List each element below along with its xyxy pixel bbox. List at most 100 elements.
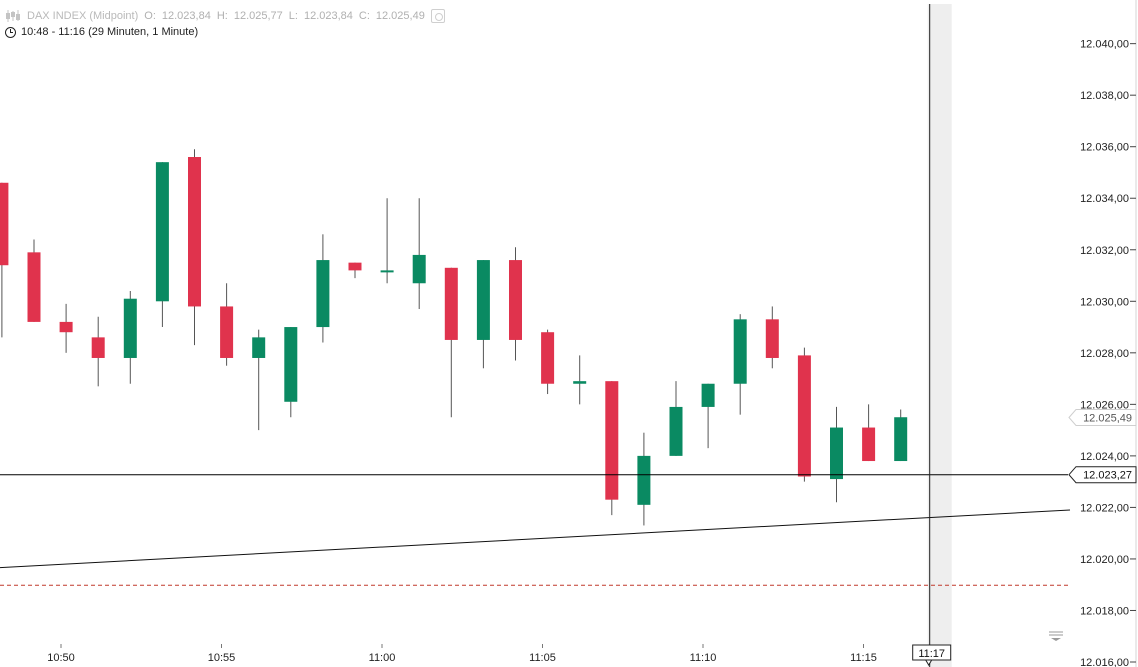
candle-body-down	[0, 182, 9, 266]
candle	[220, 283, 234, 366]
open-label: O:	[144, 10, 156, 22]
time-axis[interactable]: 10:50 10:55 11:00 11:05 11:10 11:15 11:17	[47, 644, 952, 666]
last-price-tag-box	[1068, 408, 1137, 426]
horizontal-line-tag-text: 12.023,27	[1083, 470, 1132, 482]
price-tick-label: 12.038,00	[1080, 90, 1129, 102]
last-price-tag: 12.025,49	[1068, 408, 1137, 426]
candle	[541, 329, 555, 395]
candle-body-up	[412, 254, 426, 284]
time-range-row: 10:48 - 11:16 (29 Minuten, 1 Minute)	[5, 26, 198, 38]
price-tick-label: 12.020,00	[1080, 554, 1129, 566]
close-value: 12.025,49	[375, 10, 425, 22]
candle-body-up	[155, 162, 169, 302]
trendline[interactable]	[0, 509, 1071, 572]
price-tick-label: 12.022,00	[1080, 502, 1129, 514]
candle	[188, 149, 201, 346]
candle	[669, 381, 683, 456]
candle	[155, 162, 169, 328]
open-value: 12.023,84	[161, 10, 211, 22]
candle	[605, 381, 619, 516]
low-label: L:	[288, 10, 298, 22]
time-tick-label: 11:00	[369, 652, 396, 664]
candle-body-up	[573, 381, 587, 384]
scroll-to-end-icon[interactable]	[1048, 630, 1064, 642]
candle-body-down	[509, 260, 522, 340]
candle-body-down	[765, 319, 779, 358]
crosshair-time-text: 11:17	[918, 648, 945, 660]
candle	[573, 355, 587, 405]
candle	[284, 327, 298, 418]
candle	[380, 198, 394, 284]
candle	[830, 406, 843, 503]
price-tick-label: 12.036,00	[1080, 142, 1129, 154]
candle	[348, 262, 362, 279]
crosshair-time-tag: 11:17	[912, 644, 952, 666]
candle-body-down	[862, 427, 876, 462]
high-value: 12.025,77	[233, 10, 283, 22]
candle	[123, 290, 137, 384]
settings-icon[interactable]	[430, 9, 445, 23]
crosshair-band	[927, 4, 952, 667]
candle	[59, 303, 73, 353]
candle-body-up	[733, 319, 747, 384]
candlestick-type-icon[interactable]	[5, 10, 21, 22]
candle-body-up	[123, 298, 137, 358]
high-label: H:	[216, 10, 228, 22]
price-tick-label: 12.028,00	[1080, 348, 1129, 360]
candle-body-down	[91, 337, 105, 358]
candle	[91, 316, 105, 387]
clock-icon	[5, 26, 16, 38]
crosshair-highlight	[927, 4, 952, 667]
candle	[476, 260, 490, 369]
candle	[27, 239, 41, 322]
candle-body-down	[444, 267, 458, 340]
candle	[0, 182, 9, 338]
candle-body-down	[188, 157, 201, 307]
candle-body-down	[541, 332, 555, 384]
candle	[509, 247, 522, 361]
low-value: 12.023,84	[303, 10, 353, 22]
candle	[862, 404, 876, 462]
horizontal-line-tag: 12.023,27	[1068, 466, 1137, 484]
price-tick-label: 12.018,00	[1080, 605, 1129, 617]
price-tick-label: 12.030,00	[1080, 296, 1129, 308]
candle-body-down	[348, 262, 362, 271]
candle	[894, 409, 908, 462]
candle	[701, 383, 715, 449]
time-tick-label: 11:05	[529, 652, 556, 664]
price-tick-label: 12.016,00	[1080, 657, 1129, 667]
candle	[252, 329, 266, 431]
price-tick-label: 12.026,00	[1080, 399, 1129, 411]
candle	[316, 234, 330, 343]
price-tick-label: 12.032,00	[1080, 245, 1129, 257]
crosshair-time-pointer	[924, 659, 933, 666]
candle-body-up	[701, 383, 715, 407]
time-tick-label: 11:15	[850, 652, 877, 664]
candle-body-up	[284, 327, 298, 402]
candle-body-up	[669, 406, 683, 456]
candle	[412, 198, 426, 310]
candle	[733, 314, 747, 415]
time-range: 10:48 - 11:16 (29 Minuten, 1 Minute)	[21, 26, 199, 38]
price-axis[interactable]: 12.016,00 12.018,00 12.020,00 12.022,00 12.0…	[1068, 0, 1137, 667]
time-tick-label: 10:55	[208, 652, 236, 664]
close-label: C:	[358, 10, 370, 22]
price-tick-label: 12.040,00	[1080, 39, 1129, 51]
candle-body-up	[252, 337, 266, 358]
candle-body-up	[894, 417, 908, 462]
candle-body-down	[27, 252, 41, 322]
candle-body-up	[830, 427, 843, 480]
last-price-tag-text: 12.025,49	[1083, 412, 1132, 424]
time-tick-label: 11:10	[690, 652, 717, 664]
instrument-header: DAX INDEX (Midpoint) O: 12.023,84 H: 12.…	[5, 9, 445, 23]
price-tick-label: 12.024,00	[1080, 451, 1129, 463]
candle-body-down	[220, 306, 234, 358]
candle-body-down	[605, 381, 619, 500]
overlay-lines	[0, 4, 1071, 667]
candle	[637, 432, 651, 526]
instrument-name: DAX INDEX (Midpoint)	[27, 10, 139, 22]
candle-body-up	[380, 270, 394, 273]
horizontal-line-tag-box	[1068, 466, 1137, 484]
candle	[765, 306, 779, 369]
